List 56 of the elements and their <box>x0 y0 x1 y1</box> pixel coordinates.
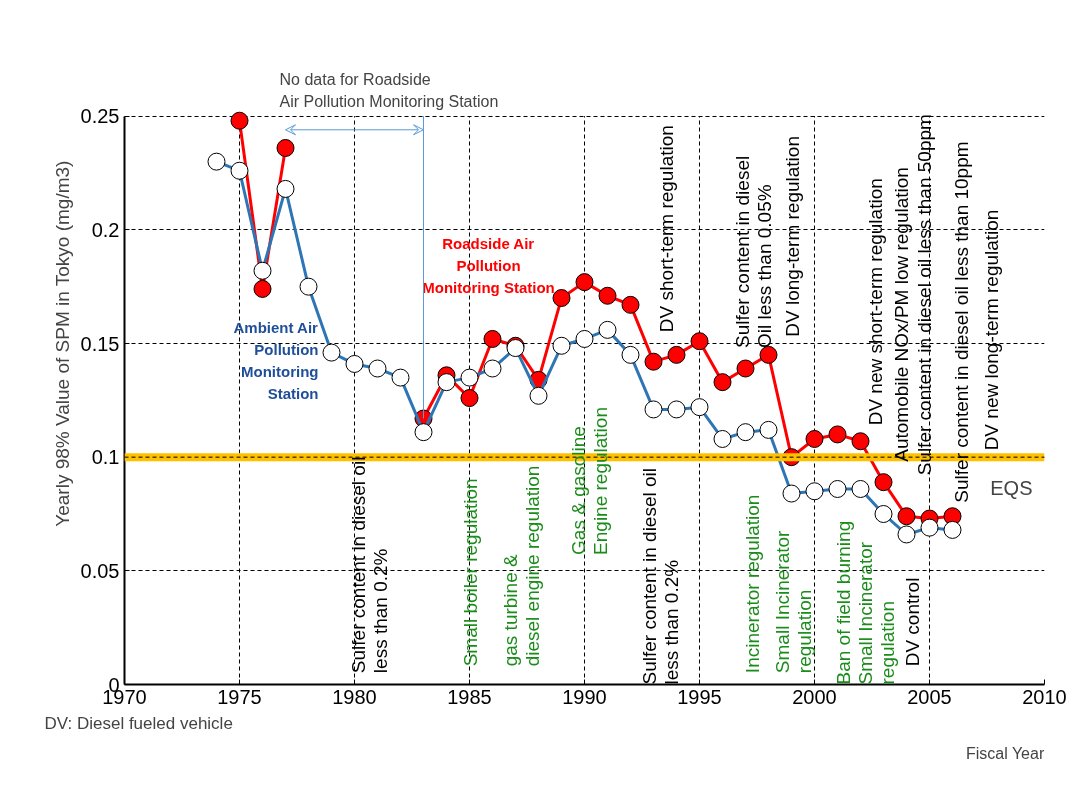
x-axis-title: Fiscal Year <box>965 744 1045 762</box>
annotation: Small boiler regulation <box>459 478 481 667</box>
point <box>736 359 755 378</box>
annotation: gas turbine & diesel engine regulation <box>499 465 544 667</box>
annotation: DV long-term regulation <box>782 136 804 337</box>
y-tick-label: 0.15 <box>80 332 120 355</box>
point <box>483 329 502 348</box>
annotation: Sulfer content in diesel oil less than 0.2% <box>638 467 682 685</box>
point <box>759 345 778 364</box>
x-tick-label: 2010 <box>1022 685 1067 708</box>
point <box>851 432 870 451</box>
annotation: No data for Roadside Air Pollution Monitoring Station <box>279 71 499 111</box>
x-tick-label: 2005 <box>907 685 952 708</box>
annotation: Ban of field burning Small Incinerator regulation <box>832 520 898 685</box>
point <box>805 430 824 448</box>
point <box>828 425 847 444</box>
annotation: DV new long-term regulation <box>981 209 1003 451</box>
point <box>276 139 295 157</box>
point <box>621 295 640 314</box>
point <box>598 286 617 305</box>
y-axis-title: Yearly 98% Value of SPM in Tokyo (mg/m3) <box>51 160 73 527</box>
y-tick-label: 0.1 <box>91 446 120 469</box>
point <box>690 332 709 351</box>
point <box>552 289 571 308</box>
series-label: Ambient Air Pollution Monitoring Station <box>233 318 319 402</box>
point <box>644 352 663 371</box>
point <box>667 345 686 364</box>
annotation: Automobile NOx/PM low regulation <box>891 167 913 462</box>
point <box>460 389 479 408</box>
x-tick-label: 1975 <box>217 685 262 708</box>
point <box>253 279 272 298</box>
x-tick-label: 1985 <box>447 685 492 708</box>
annotation: Sulfer content in diesel oil less than 0.2% <box>347 456 391 674</box>
series-label: Roadside Air Pollution Monitoring Station <box>422 234 555 296</box>
y-tick-label: 0.2 <box>91 218 120 241</box>
y-tick-label: 0.05 <box>80 559 120 582</box>
y-tick-label: 0.25 <box>80 105 120 128</box>
point <box>575 273 594 292</box>
point <box>230 111 249 130</box>
annotation: Incinerator regulation <box>741 494 763 674</box>
x-tick-label: 2000 <box>792 685 837 708</box>
point <box>897 507 916 526</box>
x-tick-label: 1980 <box>332 685 377 708</box>
x-tick-label: 1995 <box>677 685 722 708</box>
annotation: DV control <box>901 577 923 667</box>
point <box>874 473 893 492</box>
annotation: DV short-term regulation <box>656 125 678 333</box>
annotation: Sulfer content in diesel oil less than 10ppm <box>951 141 973 503</box>
annotation: Small Incinerator regulation <box>772 529 816 674</box>
annotation: DV new short-term regulation <box>864 178 886 426</box>
point <box>713 373 732 392</box>
annotation: Sulfer content in diesel Oil less than 0.05% <box>732 155 776 349</box>
x-tick-label: 1990 <box>562 685 607 708</box>
annotation: Gas & gasoline Engine regulation <box>567 407 611 555</box>
text: DV: Diesel fueled vehicle <box>44 713 233 733</box>
ref-line-label: EQS <box>990 477 1033 500</box>
